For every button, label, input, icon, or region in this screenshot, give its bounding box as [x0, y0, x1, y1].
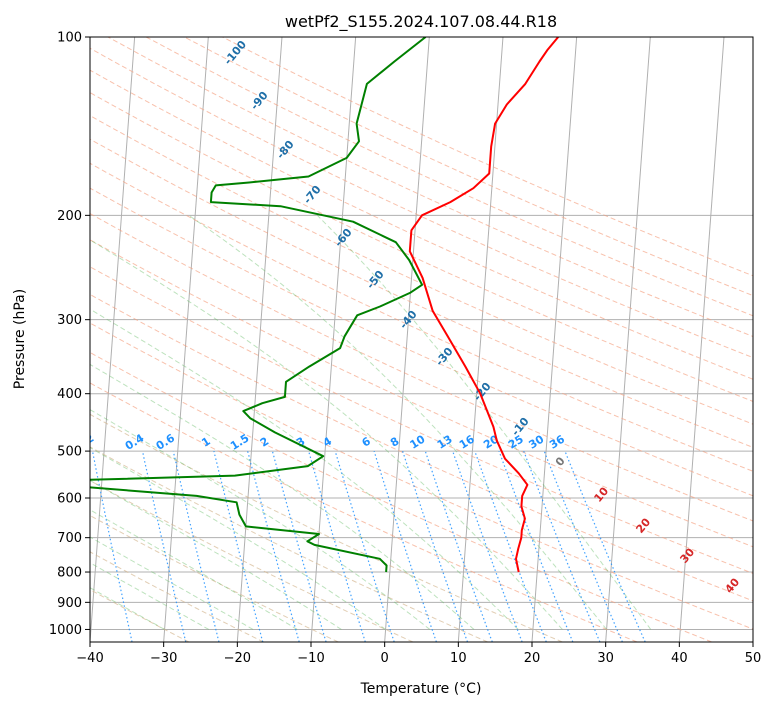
dry-adiabat	[0, 37, 637, 642]
isotherm-line	[532, 37, 577, 642]
mixing-ratio-line	[453, 451, 522, 642]
dry-adiabat	[0, 37, 775, 642]
dry-adiabat	[0, 37, 775, 642]
mixing-ratio-label: 10	[408, 432, 428, 451]
x-tick-label: −40	[76, 651, 103, 666]
mixing-ratio-line	[143, 451, 186, 642]
y-tick-label: 1000	[49, 623, 82, 638]
mixing-ratio-line	[335, 451, 394, 642]
mixing-ratio-label: 0.1	[26, 431, 49, 452]
mixing-ratio-line	[565, 451, 645, 642]
y-tick-label: 500	[57, 445, 82, 460]
y-tick-label: 800	[57, 566, 82, 581]
dry-adiabat-label: -80	[274, 138, 297, 162]
dry-adiabat-label: 10	[591, 484, 611, 504]
dry-adiabat	[0, 37, 413, 642]
dry-adiabat-label: -60	[332, 226, 355, 250]
x-tick-label: 20	[524, 651, 541, 666]
moist-adiabat	[0, 215, 165, 629]
x-tick-label: 0	[381, 651, 389, 666]
dry-adiabat	[146, 37, 775, 642]
dry-adiabat	[0, 37, 775, 642]
temperature-line	[410, 37, 558, 572]
moist-adiabat	[189, 215, 607, 629]
mixing-ratio-label: 1.5	[228, 431, 251, 452]
dry-adiabat-label: 30	[677, 545, 697, 565]
dry-adiabat-label: 40	[722, 575, 742, 595]
dry-adiabat	[0, 37, 712, 642]
x-tick-label: 40	[671, 651, 688, 666]
x-tick-label: −10	[297, 651, 324, 666]
mixing-ratio-line	[248, 451, 300, 642]
mixing-ratio-label: 0.6	[154, 431, 178, 453]
dry-adiabat	[0, 37, 338, 642]
y-tick-label: 300	[57, 313, 82, 328]
y-tick-label: 400	[57, 387, 82, 402]
x-tick-label: −30	[150, 651, 177, 666]
mixing-ratio-label: 6	[360, 434, 374, 449]
y-tick-label: 200	[57, 209, 82, 224]
y-tick-label: 600	[57, 492, 82, 507]
dry-adiabat	[32, 37, 775, 642]
dry-adiabat	[0, 37, 775, 642]
mixing-ratio-label: 2	[258, 435, 271, 450]
dry-adiabat-label: -10	[509, 415, 532, 439]
moist-adiabat	[0, 215, 253, 629]
isotherm-line	[164, 37, 209, 642]
dry-adiabat	[0, 37, 775, 642]
x-axis-label: Temperature (°C)	[360, 681, 482, 697]
mixing-ratio-label: 4	[321, 434, 335, 449]
x-tick-label: 30	[597, 651, 614, 666]
dry-adiabat	[0, 37, 562, 642]
y-tick-label: 900	[57, 596, 82, 611]
chart-title: wetPf2_S155.2024.107.08.44.R18	[285, 12, 557, 32]
moist-adiabat	[0, 215, 297, 629]
dry-adiabat-label: -90	[248, 89, 271, 113]
mixing-ratio-label: 36	[547, 432, 567, 451]
isotherm-line	[753, 37, 775, 642]
isotherm-line	[458, 37, 503, 642]
mixing-ratio-line	[374, 451, 436, 642]
dry-adiabat	[0, 37, 775, 642]
y-axis-label: Pressure (hPa)	[12, 289, 28, 389]
mixing-ratio-line	[544, 451, 622, 642]
dry-adiabat	[0, 37, 775, 642]
mixing-ratio-label: 13	[435, 433, 455, 452]
dry-adiabat	[0, 37, 775, 642]
dry-adiabat	[0, 37, 775, 642]
y-tick-label: 100	[57, 31, 82, 46]
mixing-ratio-line	[499, 451, 573, 642]
dry-adiabat-label: 0	[553, 454, 568, 468]
dry-adiabat-label: -70	[301, 183, 324, 207]
mixing-ratio-label: 16	[457, 432, 477, 451]
dry-adiabat-label: -40	[397, 308, 420, 332]
x-tick-label: 10	[450, 651, 467, 666]
x-tick-label: −20	[224, 651, 251, 666]
dewpoint-line	[73, 37, 426, 572]
isotherm-line	[237, 37, 282, 642]
mixing-ratio-line	[46, 451, 82, 642]
y-tick-label: 700	[57, 531, 82, 546]
dry-adiabat	[0, 37, 775, 642]
x-tick-label: 50	[745, 651, 762, 666]
moist-adiabat	[0, 215, 341, 629]
dry-adiabat-label: -100	[221, 38, 249, 68]
dry-adiabat-label: -50	[364, 268, 387, 292]
dry-adiabat	[0, 37, 189, 642]
